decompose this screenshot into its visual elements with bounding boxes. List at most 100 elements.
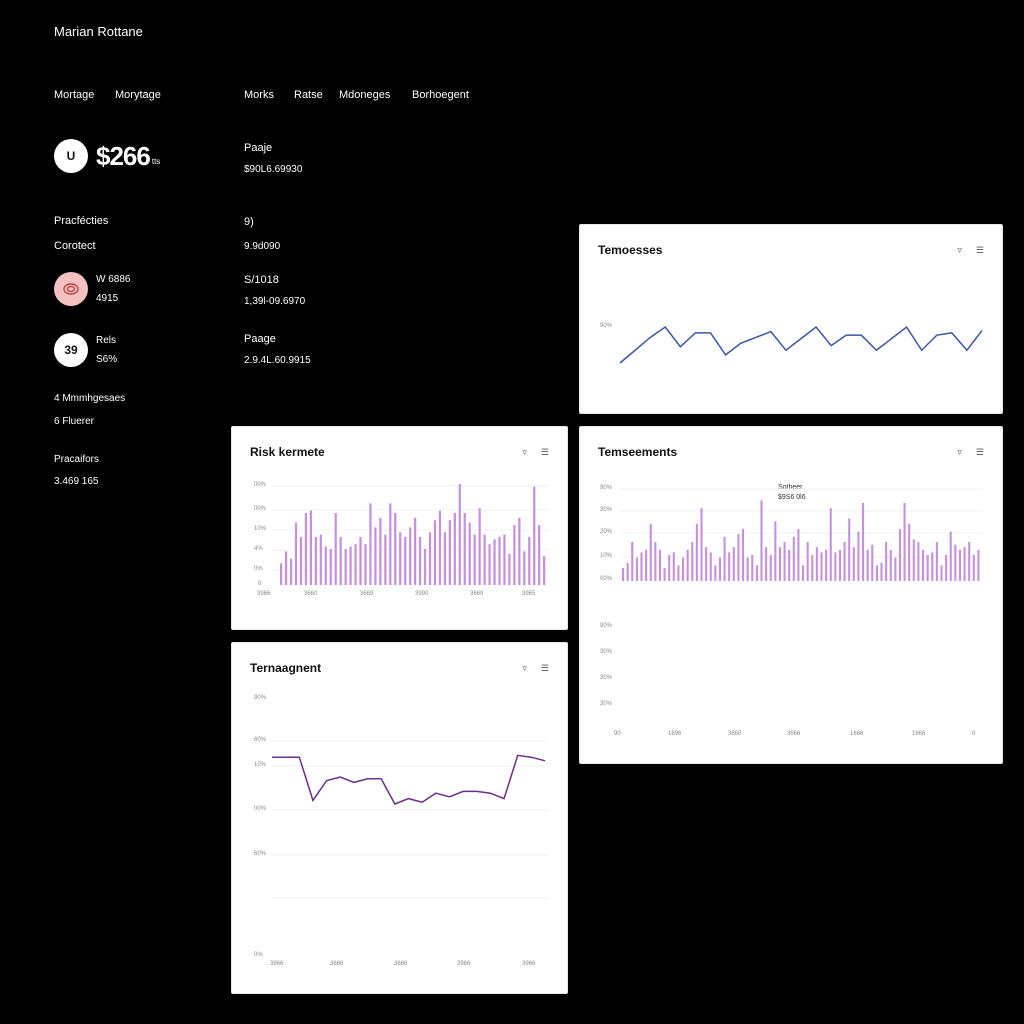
bar (635, 557, 638, 581)
bar (672, 552, 675, 581)
bar (645, 549, 648, 581)
bar (742, 529, 745, 581)
line-chart-management: 90% 60% 10% 00% 60% 0% 3966 3666 3666 39… (254, 695, 548, 967)
item-1-right-label: S/1018 (244, 274, 279, 286)
x-tick-label: 1666 (850, 731, 864, 737)
y-tick-label: 60% (254, 851, 267, 857)
manager-label: 4 Mmmhgesaes (54, 393, 126, 404)
bar (658, 549, 661, 581)
section-sub: Corotect (54, 240, 96, 252)
bar (374, 527, 377, 585)
bar (912, 539, 915, 581)
bar (428, 532, 432, 585)
filter-icon[interactable]: ▿ (957, 245, 962, 255)
bar (718, 557, 721, 581)
x-tick-label: 0 (972, 731, 976, 737)
x-tick-label: 3965 (522, 591, 536, 597)
bar (935, 542, 938, 581)
panel-mid-right: Temseements ▿ ☰ Sotheer $9S6 0l6 90% 30%… (579, 426, 1003, 764)
bar (945, 555, 948, 581)
bar (898, 529, 901, 581)
panel-management: Ternaagnent ▿ ☰ 90% 60% 10% 00% 60% 0% 3… (231, 642, 568, 994)
bar (682, 557, 685, 581)
y-tick-label: 0% (254, 952, 263, 958)
bar (448, 520, 451, 585)
bar (423, 549, 427, 585)
line-chart-top-right: 90% (600, 323, 983, 364)
filter-icon[interactable]: ▿ (522, 663, 527, 673)
bar (533, 486, 536, 585)
x-tick-label: 3666 (394, 961, 408, 967)
x-tick-label: 3966 (457, 961, 471, 967)
bar (458, 484, 461, 585)
bar (483, 534, 486, 585)
bar (954, 544, 957, 581)
x-tick-label: 3966 (257, 591, 271, 597)
menu-icon[interactable]: ☰ (975, 447, 984, 457)
bar (468, 522, 471, 585)
bar (394, 513, 397, 585)
bar (797, 529, 800, 581)
side-value: $90L6.69930 (244, 164, 303, 175)
bar (649, 523, 652, 581)
bar (871, 544, 874, 581)
menu-icon[interactable]: ☰ (975, 245, 984, 255)
filter-icon[interactable]: ▿ (522, 447, 527, 457)
number-badge: 39 (54, 333, 88, 367)
nav-item-morytage[interactable]: Morytage (115, 89, 161, 101)
bar (769, 555, 772, 581)
bar (280, 563, 283, 585)
bar (908, 523, 911, 581)
bar (949, 531, 952, 581)
x-tick-label: 3669 (470, 591, 484, 597)
balance-unit: tts (151, 156, 161, 166)
x-tick-label: 3660 (304, 591, 318, 597)
menu-icon[interactable]: ☰ (540, 447, 549, 457)
bar (958, 549, 961, 581)
bar (917, 542, 920, 581)
bar (838, 549, 841, 581)
bar (498, 537, 501, 585)
item-row-2[interactable]: 39 Rels S6% (54, 333, 117, 367)
bar (852, 547, 855, 581)
nav-item-ratse[interactable]: Ratse (294, 89, 323, 101)
panel-risk-title: Risk kermete (250, 445, 325, 459)
panel-top-right: Temoesses ▿ ☰ 90% (579, 224, 1003, 414)
bar (760, 500, 763, 581)
y-tick-label: 10% (600, 553, 613, 559)
nav-item-mortage[interactable]: Mortage (54, 89, 95, 101)
bar (820, 552, 823, 581)
panel-risk: Risk kermete ▿ ☰ 00% 00% 10% 4% 0% 0 396… (231, 426, 568, 630)
line-series (619, 325, 983, 364)
menu-icon[interactable]: ☰ (540, 663, 549, 673)
nav-item-borhoegent[interactable]: Borhoegent (412, 89, 469, 101)
bar (691, 542, 694, 581)
bar (640, 552, 643, 581)
item-2-name: Rels (96, 335, 117, 346)
balance-summary: U $266 tts (54, 139, 160, 173)
bar (885, 542, 888, 581)
nav-item-morks[interactable]: Morks (244, 89, 274, 101)
bar (379, 517, 382, 585)
bar (940, 565, 943, 581)
nav-item-mdoneges[interactable]: Mdoneges (339, 89, 391, 101)
bar (668, 555, 671, 581)
filter-icon[interactable]: ▿ (957, 447, 962, 457)
bar (488, 544, 491, 585)
bar (705, 547, 708, 581)
bar (503, 534, 506, 585)
y-tick-label: 10% (254, 762, 267, 768)
bar (473, 534, 476, 585)
bar (778, 547, 781, 581)
footer-value: 3.469 165 (54, 476, 99, 487)
bar (728, 552, 731, 581)
bar (862, 503, 865, 581)
bar (518, 517, 521, 585)
y-tick-label: 90% (600, 485, 613, 491)
item-row-1[interactable]: W 6886 4915 (54, 272, 130, 306)
y-tick-label: 0 (258, 581, 262, 587)
bar (811, 555, 814, 581)
bar (972, 555, 975, 581)
balance-amount: $266 (96, 140, 151, 171)
bar (792, 536, 795, 581)
